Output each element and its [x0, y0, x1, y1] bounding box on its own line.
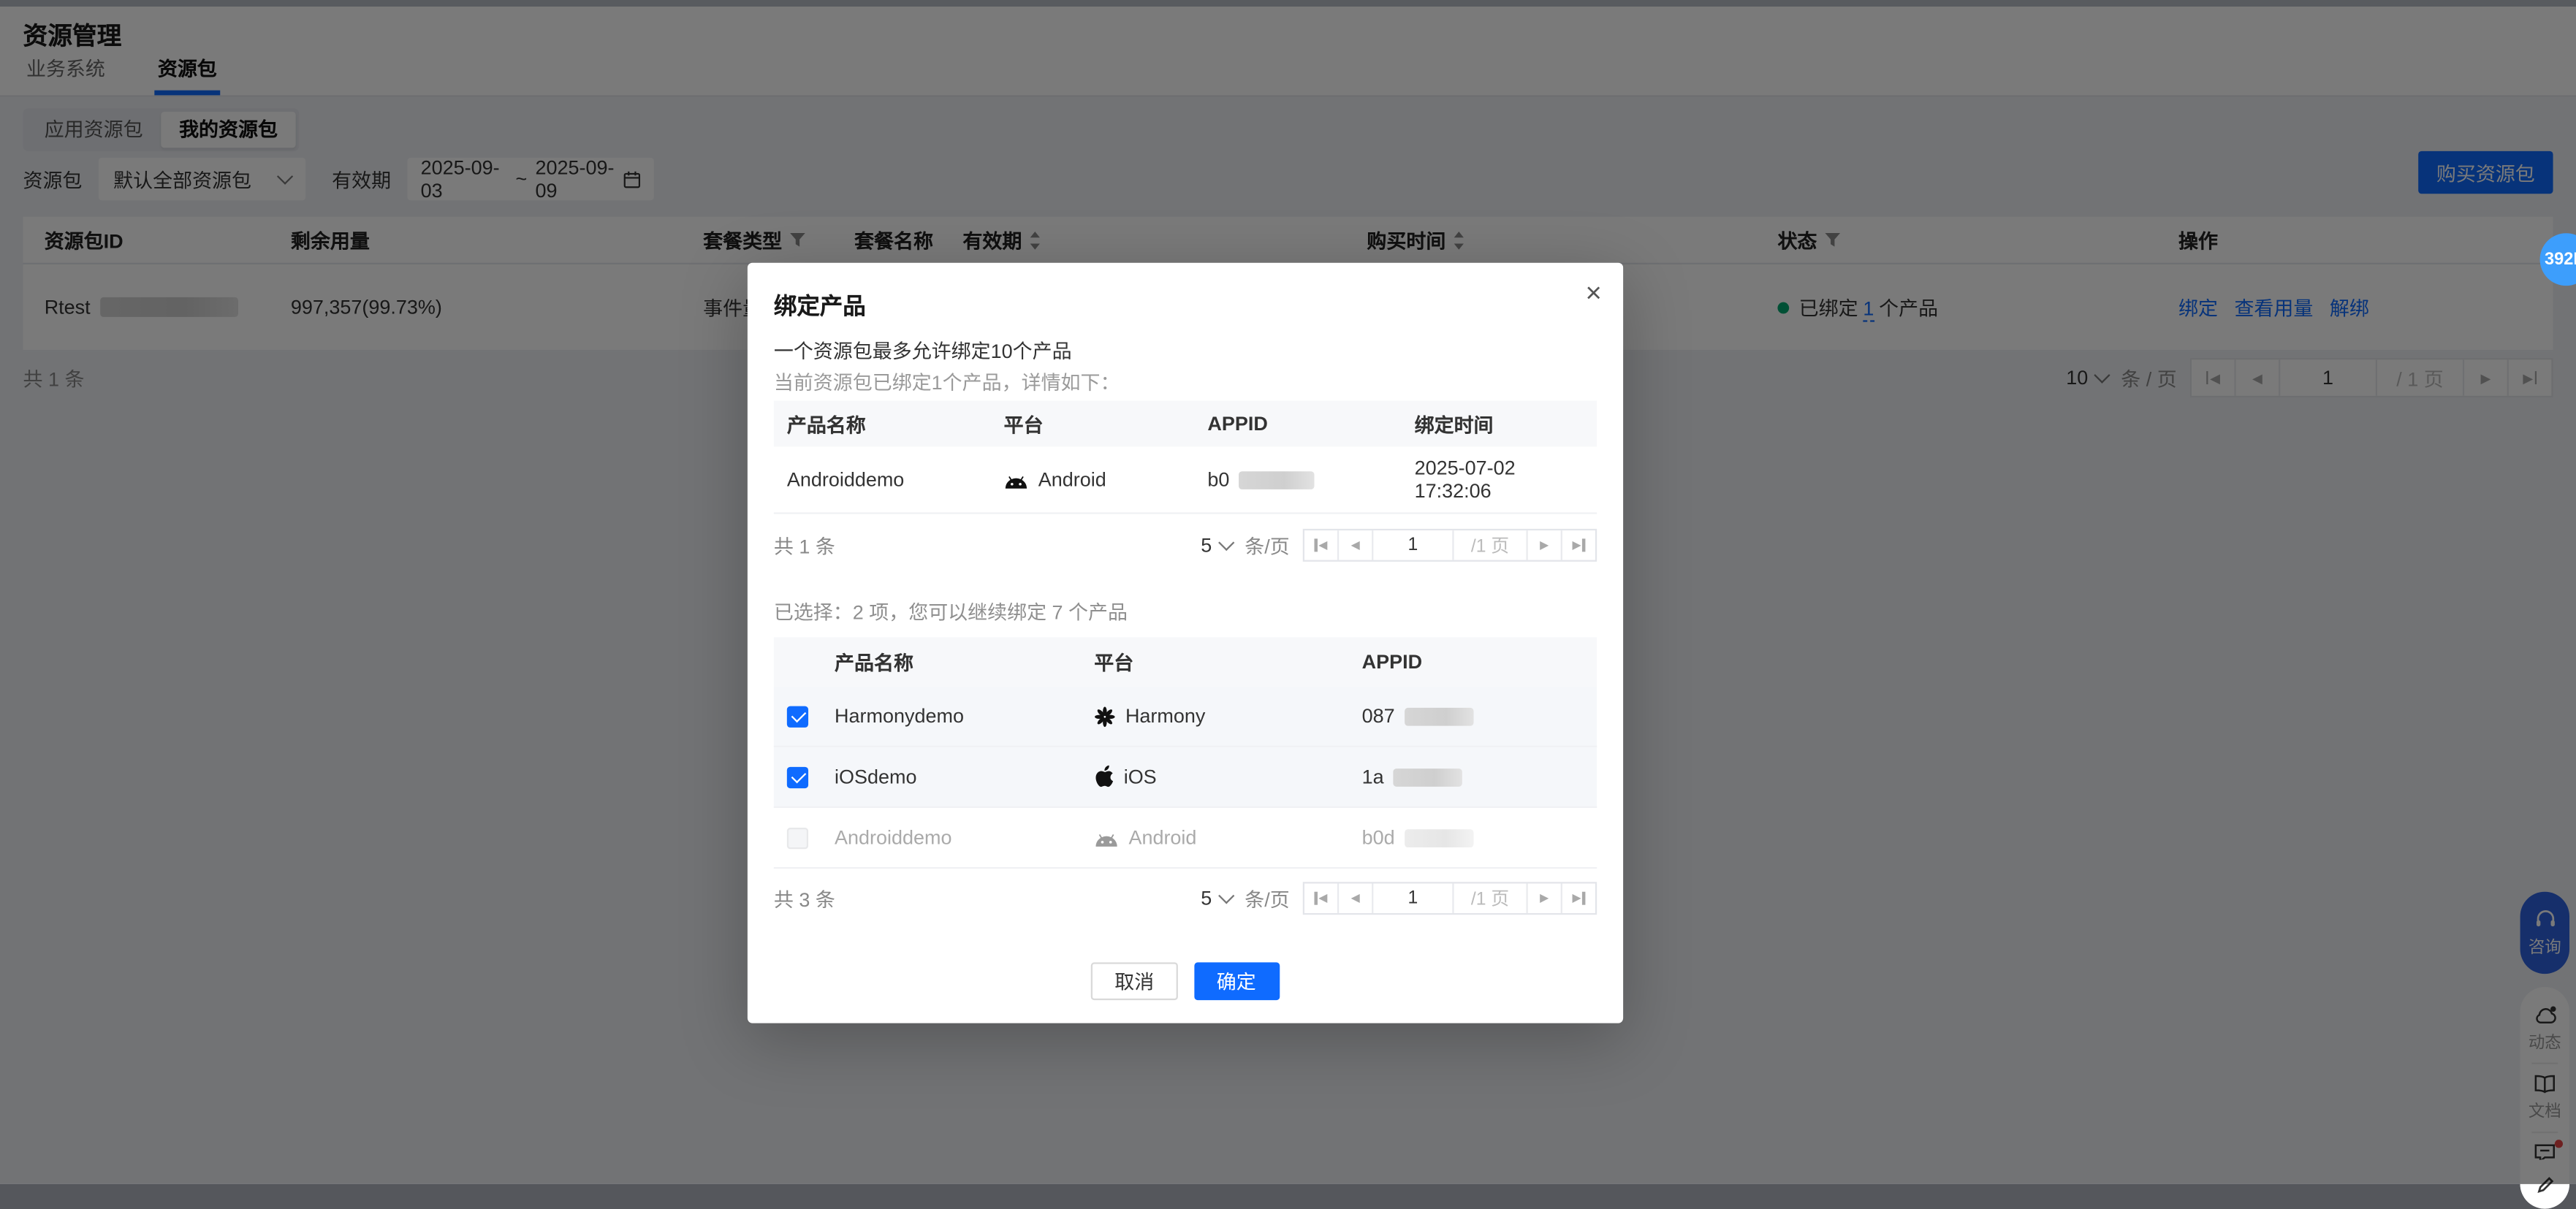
total-count: 共 3 条 [773, 888, 835, 911]
select-pager: 5 条/页 ◀ ◀ /1 页 ▶ ▶ [1201, 882, 1597, 915]
select-row-iosdemo: iOSdemo iOS 1a [773, 747, 1597, 809]
product-name: iOSdemo [835, 765, 917, 789]
bound-table-row: Androiddemo Android b0 2025-07-02 17:32:… [773, 446, 1597, 514]
first-page-button[interactable]: ◀ [1304, 530, 1340, 560]
page-input[interactable] [1373, 530, 1454, 560]
next-page-button[interactable]: ▶ [1528, 883, 1562, 913]
close-icon[interactable]: × [1585, 277, 1602, 309]
notification-badge[interactable]: 392M [2539, 233, 2576, 286]
bound-table-header: 产品名称 平台 APPID 绑定时间 [773, 400, 1597, 447]
platform-cell: Android [1081, 826, 1348, 849]
prev-page-button[interactable]: ◀ [1339, 883, 1374, 913]
modal-footer: 取消 确定 [748, 962, 1623, 1001]
select-row-androiddemo: Androiddemo Android b0d [773, 808, 1597, 869]
bind-product-modal: 绑定产品 × 一个资源包最多允许绑定10个产品 当前资源包已绑定1个产品，详情如… [747, 262, 1624, 1023]
first-page-button[interactable]: ◀ [1304, 883, 1340, 913]
per-page-unit: 条/页 [1245, 534, 1290, 558]
apple-icon [1094, 765, 1114, 788]
appid-cell: 087 [1349, 704, 1597, 728]
row-checkbox-disabled [786, 826, 809, 849]
last-page-button[interactable]: ▶ [1562, 883, 1595, 912]
app-window: 资源管理 业务系统 资源包 应用资源包 我的资源包 资源包 默认全部资源包 有效… [0, 0, 2576, 1184]
bound-products-table: 产品名称 平台 APPID 绑定时间 Androiddemo Android b… [773, 400, 1597, 514]
modal-note-current: 当前资源包已绑定1个产品，详情如下： [773, 371, 1120, 394]
select-table-header: 产品名称 平台 APPID [773, 637, 1597, 687]
per-page-unit: 条/页 [1245, 888, 1290, 911]
bound-pager: 5 条/页 ◀ ◀ /1 页 ▶ ▶ [1201, 528, 1597, 562]
next-page-button[interactable]: ▶ [1528, 530, 1562, 560]
bound-pagination-bar: 共 1 条 5 条/页 ◀ ◀ /1 页 ▶ ▶ [773, 528, 1597, 562]
selection-summary: 已选择：2 项，您可以继续绑定 7 个产品 [773, 600, 1128, 625]
redacted-text [1394, 767, 1463, 786]
modal-title: 绑定产品 [773, 292, 866, 319]
product-name: Harmonydemo [835, 704, 964, 728]
row-checkbox[interactable] [786, 705, 809, 727]
appid-cell: b0 [1194, 468, 1401, 491]
select-row-harmonydemo: Harmonydemo Harmony 087 [773, 686, 1597, 747]
android-icon [1004, 470, 1029, 489]
select-pagination-bar: 共 3 条 5 条/页 ◀ ◀ /1 页 ▶ ▶ [774, 882, 1597, 915]
appid-cell: 1a [1349, 766, 1597, 788]
prev-page-button[interactable]: ◀ [1339, 530, 1374, 560]
total-pages-label: /1 页 [1454, 530, 1528, 560]
last-page-button[interactable]: ▶ [1562, 530, 1595, 560]
per-page-select[interactable]: 5 [1201, 534, 1234, 557]
chevron-down-icon [1217, 534, 1234, 552]
platform-cell: Harmony [1081, 704, 1348, 728]
chevron-down-icon [1217, 888, 1234, 904]
total-count: 共 1 条 [773, 534, 835, 558]
cancel-button[interactable]: 取消 [1091, 962, 1177, 1001]
product-name: Androiddemo [835, 825, 952, 850]
harmony-icon [1094, 706, 1115, 727]
android-icon [1094, 828, 1119, 847]
total-pages-label: /1 页 [1454, 883, 1528, 913]
confirm-button[interactable]: 确定 [1193, 962, 1280, 1001]
platform-cell: Android [991, 468, 1195, 491]
redacted-text [1239, 470, 1315, 489]
product-name: Androiddemo [786, 468, 905, 492]
select-products-table: 产品名称 平台 APPID Harmonydemo Harmony 087 [773, 637, 1597, 869]
platform-cell: iOS [1081, 765, 1348, 788]
redacted-text [1405, 828, 1474, 847]
per-page-select[interactable]: 5 [1201, 887, 1234, 909]
page-input[interactable] [1373, 883, 1454, 913]
appid-cell: b0d [1349, 826, 1597, 849]
bind-time: 2025-07-02 17:32:06 [1414, 456, 1516, 503]
redacted-text [1405, 706, 1474, 725]
row-checkbox[interactable] [786, 766, 809, 787]
modal-note-limit: 一个资源包最多允许绑定10个产品 [773, 340, 1072, 363]
